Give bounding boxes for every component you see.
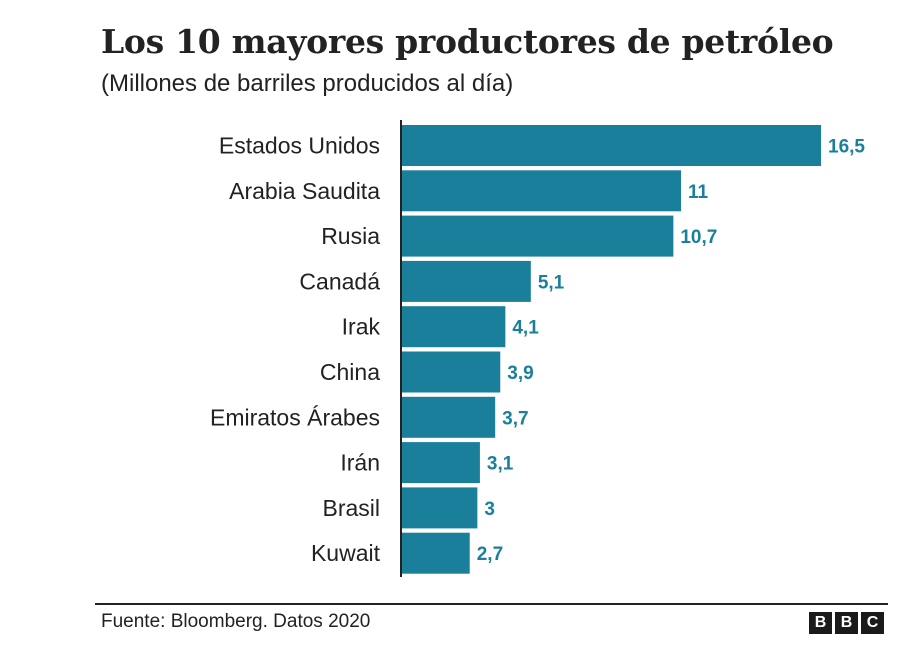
- bar: [401, 487, 478, 529]
- value-label: 11: [688, 182, 709, 203]
- category-label: China: [320, 359, 380, 385]
- category-label: Rusia: [321, 223, 380, 249]
- value-label: 2,7: [477, 544, 503, 565]
- bar: [401, 396, 496, 438]
- bar: [401, 125, 821, 166]
- bar: [401, 442, 480, 484]
- chart-title: Los 10 mayores productores de petróleo: [101, 22, 834, 61]
- bbc-logo-letter: B: [809, 612, 832, 634]
- category-label: Brasil: [322, 495, 380, 521]
- value-label: 10,7: [680, 227, 717, 248]
- value-label: 5,1: [538, 272, 565, 293]
- category-label: Emiratos Árabes: [210, 404, 380, 430]
- category-label: Estados Unidos: [219, 133, 380, 159]
- bar: [401, 306, 506, 348]
- value-label: 3,1: [487, 454, 514, 475]
- bar: [401, 260, 531, 302]
- bar: [401, 351, 501, 393]
- footer-divider: [95, 603, 888, 605]
- bbc-logo: B B C: [809, 612, 884, 634]
- category-label: Kuwait: [311, 540, 381, 566]
- bar: [401, 170, 681, 212]
- bbc-logo-letter: B: [835, 612, 858, 634]
- value-label: 3,7: [502, 408, 528, 429]
- value-label: 4,1: [512, 318, 539, 339]
- value-label: 3: [484, 499, 495, 520]
- category-label: Arabia Saudita: [229, 178, 380, 204]
- category-label: Irak: [342, 314, 381, 340]
- source-note: Fuente: Bloomberg. Datos 2020: [101, 611, 371, 632]
- bar: [401, 532, 470, 574]
- category-label: Irán: [340, 450, 380, 476]
- bar-chart: Estados Unidos 16,5 Arabia Saudita 11 Rusia 1…: [210, 120, 865, 577]
- chart-subtitle: (Millones de barriles producidos al día): [101, 70, 514, 97]
- value-label: 3,9: [507, 363, 533, 384]
- bbc-logo-letter: C: [861, 612, 884, 634]
- category-label: Canadá: [299, 268, 380, 294]
- bar: [401, 215, 674, 257]
- value-label: 16,5: [828, 137, 865, 158]
